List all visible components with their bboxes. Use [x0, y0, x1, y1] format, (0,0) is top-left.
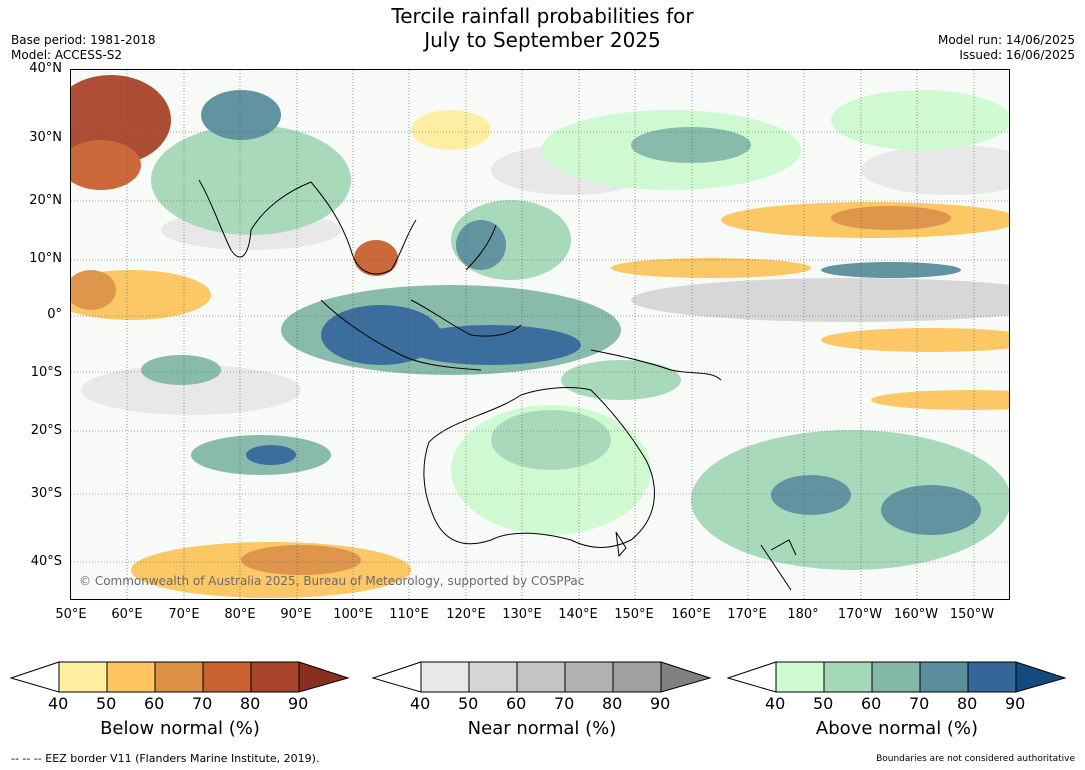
lat-label: 20°S [30, 423, 62, 438]
model-name: Model: ACCESS-S2 [11, 48, 123, 62]
lon-label: 150°E [614, 607, 654, 622]
colorbar-swatch [468, 661, 518, 693]
colorbar-swatch [823, 661, 873, 693]
lon-label: 60°E [111, 607, 143, 622]
base-period: Base period: 1981-2018 [11, 33, 156, 47]
lon-label: 130°E [502, 607, 542, 622]
colorbar-swatch [1015, 661, 1067, 693]
lat-label: 40°N [29, 61, 62, 76]
lon-label: 80°E [224, 607, 256, 622]
colorbar-tick: 90 [288, 694, 309, 713]
colorbar-tick: 60 [144, 694, 165, 713]
lon-label: 150°W [949, 607, 995, 622]
lat-label: 30°S [30, 486, 62, 501]
boundaries-disclaimer: Boundaries are not considered authoritat… [876, 754, 1075, 764]
lon-label: 180° [787, 607, 819, 622]
colorbar-tick: 90 [650, 694, 671, 713]
colorbar-swatch [298, 661, 350, 693]
colorbar-swatch [106, 661, 156, 693]
colorbar-swatch [612, 661, 662, 693]
colorbar-tick: 40 [765, 694, 786, 713]
colorbar-tick: 80 [602, 694, 623, 713]
lon-label: 140°E [558, 607, 598, 622]
lon-label: 120°E [446, 607, 486, 622]
lon-label: 70°E [168, 607, 200, 622]
colorbar-near-swatches [371, 661, 712, 693]
colorbar-swatch [58, 661, 108, 693]
model-run: Model run: 14/06/2025 [937, 33, 1075, 47]
lon-label: 170°W [837, 607, 883, 622]
colorbar-swatch [250, 661, 300, 693]
colorbar-swatch [919, 661, 969, 693]
colorbar-swatch [660, 661, 712, 693]
colorbar-tick: 50 [458, 694, 479, 713]
colorbar-swatch [420, 661, 470, 693]
colorbar-title: Above normal (%) [815, 718, 979, 739]
colorbar-near-normal: 40 50 60 70 80 90 Near normal (%) [371, 660, 712, 739]
colorbar-swatch [775, 661, 825, 693]
colorbar-swatch [202, 661, 252, 693]
map-title: Tercile rainfall probabilities for July … [0, 4, 1085, 52]
lat-label: 40°S [30, 554, 62, 569]
lon-label: 50°E [55, 607, 87, 622]
colorbar-below-normal: 40 50 60 70 80 90 Below normal (%) [9, 660, 350, 739]
lat-label: 30°N [29, 130, 62, 145]
colorbar-tick: 60 [861, 694, 882, 713]
colorbar-swatch [967, 661, 1017, 693]
colorbar-tick: 70 [192, 694, 213, 713]
colorbar-tick: 50 [96, 694, 117, 713]
rainfall-map: © Commonwealth of Australia 2025, Bureau… [70, 69, 1010, 600]
lon-label: 100°E [333, 607, 373, 622]
colorbar-tick: 50 [813, 694, 834, 713]
colorbar-below-swatches [9, 661, 350, 693]
colorbar-title: Near normal (%) [467, 718, 617, 739]
colorbar-swatch [871, 661, 921, 693]
meta-left: Base period: 1981-2018 Model: ACCESS-S2 [11, 33, 156, 63]
colorbar-tick: 70 [554, 694, 575, 713]
map-canvas [71, 70, 1009, 599]
lon-label: 90°E [280, 607, 312, 622]
colorbar-tick: 90 [1005, 694, 1026, 713]
lat-label: 10°N [29, 251, 62, 266]
colorbar-swatch [154, 661, 204, 693]
lat-label: 0° [47, 307, 62, 322]
colorbar-swatch [564, 661, 614, 693]
colorbar-tick: 80 [957, 694, 978, 713]
colorbar-tick: 80 [240, 694, 261, 713]
colorbar-above-normal: 40 50 60 70 80 90 Above normal (%) [726, 660, 1067, 739]
colorbar-title: Below normal (%) [100, 718, 260, 739]
colorbar-swatch [516, 661, 566, 693]
lat-label: 10°S [30, 365, 62, 380]
lon-label: 110°E [389, 607, 429, 622]
title-line-2: July to September 2025 [424, 28, 661, 52]
colorbar-tick: 70 [909, 694, 930, 713]
colorbar-above-swatches [726, 661, 1067, 693]
issued-date: Issued: 16/06/2025 [959, 48, 1075, 62]
colorbar-tick: 60 [506, 694, 527, 713]
colorbar-tick: 40 [48, 694, 69, 713]
meta-right: Model run: 14/06/2025 Issued: 16/06/2025 [938, 33, 1075, 63]
lon-label: 170°E [727, 607, 767, 622]
lat-label: 20°N [29, 193, 62, 208]
title-line-1: Tercile rainfall probabilities for [391, 4, 694, 28]
colorbar-tick: 40 [410, 694, 431, 713]
lon-label: 160°W [893, 607, 939, 622]
copyright-notice: © Commonwealth of Australia 2025, Bureau… [79, 574, 585, 588]
lon-label: 160°E [671, 607, 711, 622]
eez-border-note: -- -- -- EEZ border V11 (Flanders Marine… [11, 752, 320, 765]
